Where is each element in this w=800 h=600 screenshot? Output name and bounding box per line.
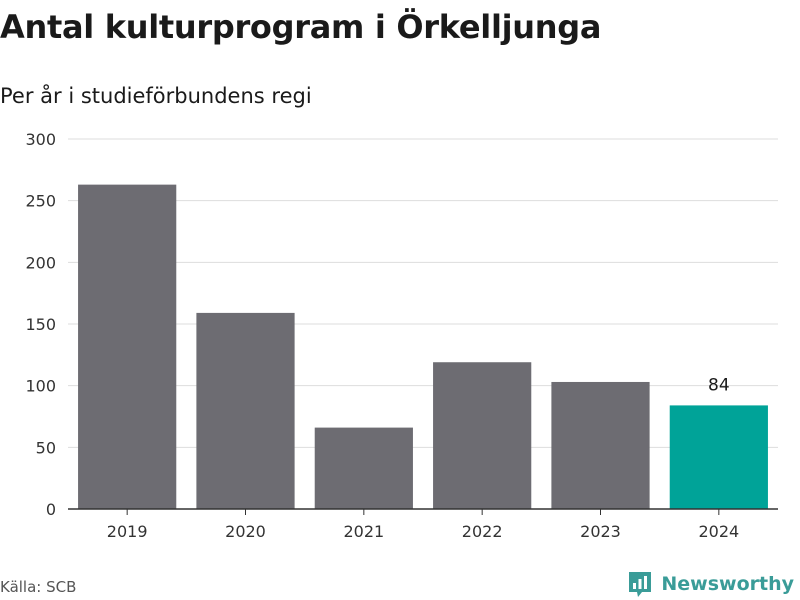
x-tick-label: 2023 xyxy=(580,522,621,541)
source-note: Källa: SCB xyxy=(0,578,77,596)
newsworthy-logo-icon xyxy=(629,572,652,597)
y-tick-label: 50 xyxy=(36,438,56,457)
y-tick-label: 200 xyxy=(25,253,56,272)
y-tick-label: 150 xyxy=(25,315,56,334)
y-tick-label: 300 xyxy=(25,130,56,149)
y-tick-label: 100 xyxy=(25,377,56,396)
bar xyxy=(551,381,650,509)
bar xyxy=(196,312,295,509)
x-tick-label: 2021 xyxy=(343,522,384,541)
bar xyxy=(433,362,532,509)
bar xyxy=(314,427,413,509)
bar xyxy=(78,184,177,509)
x-tick-label: 2022 xyxy=(462,522,503,541)
y-tick-label: 250 xyxy=(25,192,56,211)
data-label: 84 xyxy=(708,375,730,395)
chart-subtitle: Per år i studieförbundens regi xyxy=(0,84,312,108)
y-tick-label: 0 xyxy=(46,500,56,519)
x-tick-label: 2024 xyxy=(698,522,739,541)
x-tick-label: 2020 xyxy=(225,522,266,541)
chart-title: Antal kulturprogram i Örkelljunga xyxy=(0,8,602,46)
x-tick-label: 2019 xyxy=(107,522,148,541)
brand-name: Newsworthy xyxy=(661,573,794,595)
brand-logo[interactable]: Newsworthy xyxy=(627,570,794,598)
bar xyxy=(669,405,768,509)
